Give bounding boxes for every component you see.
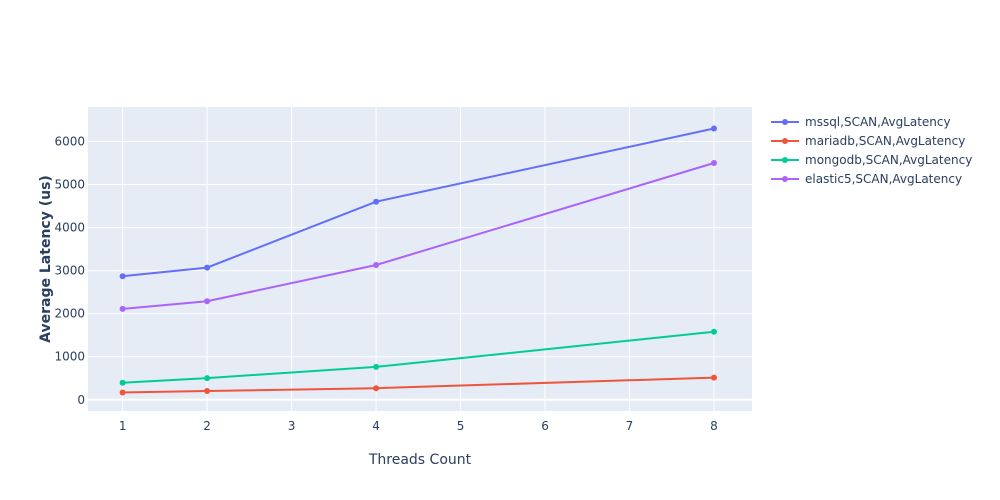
x-tick-label: 4	[372, 419, 380, 433]
series-line-1	[122, 376, 715, 394]
x-tick-label: 3	[288, 419, 296, 433]
x-axis-title: Threads Count	[368, 452, 472, 468]
data-point	[711, 125, 717, 132]
x-tick-labels: 1 2 3 4 5 6 7 8	[119, 419, 718, 433]
data-point	[373, 262, 380, 268]
legend-marker-swatch	[782, 176, 788, 182]
data-point	[373, 385, 380, 392]
legend-marker-swatch	[782, 119, 788, 125]
x-tick-label: 7	[626, 419, 634, 433]
legend-label: mariadb,SCAN,AvgLatency	[805, 134, 965, 148]
data-point	[119, 305, 126, 312]
legend[interactable]: mssql,SCAN,AvgLatency mariadb,SCAN,AvgLat…	[771, 115, 972, 186]
series-line-0	[122, 127, 715, 278]
x-gridlines	[122, 107, 715, 411]
y-tick-label: 2000	[54, 307, 85, 321]
x-tick-label: 8	[710, 419, 718, 433]
plot-area	[88, 107, 752, 411]
data-point	[119, 273, 126, 280]
y-tick-label: 3000	[54, 264, 85, 278]
y-axis-title: Average Latency (us)	[38, 175, 54, 343]
data-point	[711, 328, 717, 335]
series-lines	[122, 127, 715, 394]
series-line-2	[122, 330, 715, 384]
y-tick-label: 1000	[54, 350, 85, 364]
legend-item[interactable]: elastic5,SCAN,AvgLatency	[771, 172, 962, 186]
data-point	[119, 379, 126, 386]
data-point	[373, 363, 380, 370]
legend-label: mssql,SCAN,AvgLatency	[805, 115, 951, 129]
legend-item[interactable]: mongodb,SCAN,AvgLatency	[771, 153, 972, 167]
series-line-3	[122, 162, 715, 310]
y-tick-label: 5000	[54, 178, 85, 192]
legend-item[interactable]: mssql,SCAN,AvgLatency	[771, 115, 951, 129]
legend-marker-swatch	[782, 157, 788, 163]
x-tick-label: 2	[203, 419, 211, 433]
data-point	[204, 298, 211, 305]
legend-label: elastic5,SCAN,AvgLatency	[805, 172, 962, 186]
x-tick-label: 5	[457, 419, 465, 433]
data-point	[204, 264, 211, 271]
series-points	[119, 125, 717, 396]
y-tick-label: 4000	[54, 221, 85, 235]
data-point	[204, 388, 211, 394]
legend-item[interactable]: mariadb,SCAN,AvgLatency	[771, 134, 965, 148]
data-point	[373, 198, 380, 205]
y-tick-label: 6000	[54, 134, 85, 148]
y-tick-label: 0	[77, 393, 85, 407]
legend-label: mongodb,SCAN,AvgLatency	[805, 153, 972, 167]
data-point	[711, 374, 717, 381]
x-tick-label: 1	[119, 419, 127, 433]
x-tick-label: 6	[541, 419, 549, 433]
data-point	[711, 160, 717, 166]
data-point	[119, 389, 126, 396]
data-point	[204, 375, 211, 382]
y-tick-labels: 0 1000 2000 3000 4000 5000 6000	[54, 134, 85, 406]
legend-marker-swatch	[782, 138, 788, 144]
